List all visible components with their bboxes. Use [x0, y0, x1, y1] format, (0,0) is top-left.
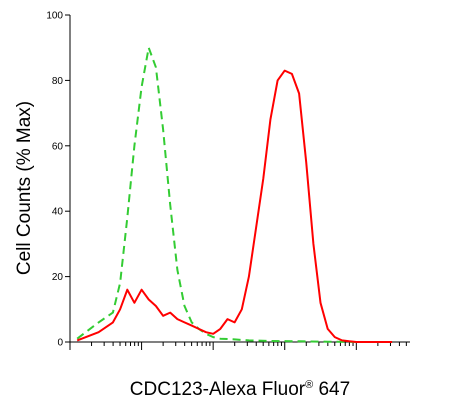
x-axis-title: CDC123-Alexa Fluor® 647 — [130, 379, 350, 400]
y-tick-label: 80 — [52, 76, 64, 87]
y-tick-label: 0 — [57, 338, 63, 349]
series-line-1 — [76, 46, 393, 343]
series-line-2 — [76, 69, 393, 343]
y-axis-title: Cell Counts (% Max) — [14, 101, 35, 275]
series-group — [76, 46, 393, 343]
y-tick-label: 100 — [46, 11, 63, 22]
registered-mark: ® — [305, 379, 313, 391]
x-axis-title-suffix: 647 — [313, 379, 350, 400]
y-tick-label: 60 — [52, 141, 64, 152]
y-axis: 0 20 40 60 80 100 — [46, 11, 70, 349]
x-axis — [69, 342, 407, 350]
x-axis-title-main: CDC123-Alexa Fluor — [130, 379, 306, 400]
y-tick-label: 20 — [52, 272, 64, 283]
plot-frame — [69, 15, 410, 343]
y-tick-label: 40 — [52, 207, 64, 218]
